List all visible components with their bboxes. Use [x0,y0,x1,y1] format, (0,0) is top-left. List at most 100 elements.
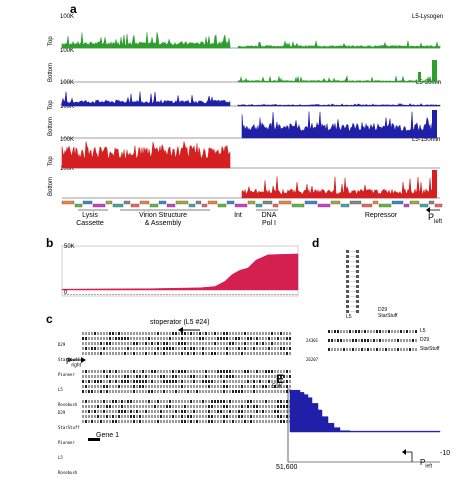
alignment-row-name: StarStuff [58,357,80,362]
panel-b-seq-tick [130,294,132,295]
alignment-char [100,342,102,345]
panel-d-seq-char [337,339,339,342]
alignment-char [199,332,201,335]
alignment-char [232,347,234,350]
coverage-lysogen-top [61,32,231,49]
alignment-char [151,385,153,388]
alignment-char [217,380,219,383]
alignment-char [247,380,249,383]
alignment-char [196,420,198,423]
alignment-char [253,400,255,403]
alignment-char [235,415,237,418]
alignment-char [247,405,249,408]
alignment-char [268,390,270,393]
alignment-char [229,385,231,388]
alignment-char [97,400,99,403]
gene-box [74,203,83,208]
alignment-char [175,352,177,355]
gene-box [262,200,273,205]
alignment-char [133,370,135,373]
alignment-char [274,352,276,355]
alignment-char [259,342,261,345]
panel-d-seq-char [403,348,405,351]
gene-box [278,200,292,205]
alignment-char [160,342,162,345]
alignment-char [163,420,165,423]
alignment-char [181,415,183,418]
panel-b-seq-tick [88,294,90,295]
alignment-char [238,352,240,355]
alignment-char [217,390,219,393]
alignment-char [127,347,129,350]
alignment-char [109,347,111,350]
alignment-char [217,400,219,403]
panel-b-seq-tick [106,294,108,295]
gene-box [188,203,196,208]
alignment-char [286,390,288,393]
alignment-char [214,375,216,378]
panel-b-seq-tick [139,294,141,295]
alignment-char [133,415,135,418]
alignment-char [256,352,258,355]
alignment-char [277,415,279,418]
alignment-char [112,380,114,383]
alignment-char [289,370,291,373]
alignment-char [94,332,96,335]
coverage-30min-top-right [237,103,441,107]
alignment-char [280,390,282,393]
alignment-char [178,380,180,383]
panel-d-seq-char [337,348,339,351]
alignment-char [151,420,153,423]
panel-d-seq-char [373,330,375,333]
panel-d-row-name: L5 [420,328,426,334]
alignment-char [139,415,141,418]
alignment-char [151,410,153,413]
alignment-char [256,385,258,388]
alignment-char [97,375,99,378]
alignment-char [139,375,141,378]
alignment-char [283,347,285,350]
alignment-char [106,400,108,403]
alignment-char [136,337,138,340]
alignment-char [205,347,207,350]
alignment-char [178,405,180,408]
panel-b-seq-tick [157,294,159,295]
alignment-char [109,342,111,345]
alignment-char [223,410,225,413]
alignment-char [202,420,204,423]
alignment-char [190,400,192,403]
alignment-char [265,410,267,413]
hairpin-base [356,300,359,303]
alignment-char [250,410,252,413]
alignment-char [271,385,273,388]
panel-b-area [61,253,299,291]
gene-box [419,203,429,208]
coverage-30min-top [61,91,231,107]
alignment-char [121,390,123,393]
alignment-char [130,405,132,408]
alignment-char [163,380,165,383]
panel-d-seq-char [364,339,366,342]
alignment-char [196,332,198,335]
alignment-char [172,337,174,340]
alignment-char [187,415,189,418]
alignment-char [133,337,135,340]
alignment-char [280,375,282,378]
alignment-char [85,347,87,350]
alignment-char [271,380,273,383]
alignment-char [91,380,93,383]
alignment-char [157,337,159,340]
alignment-char [271,390,273,393]
alignment-char [202,390,204,393]
alignment-char [217,385,219,388]
alignment-char [265,380,267,383]
alignment-char [223,405,225,408]
alignment-char [163,385,165,388]
alignment-char [223,420,225,423]
panel-b-seq-tick [121,294,123,295]
alignment-char [283,337,285,340]
alignment-char [136,420,138,423]
panel-b-seq-tick [259,294,261,295]
alignment-char [190,347,192,350]
alignment-char [232,342,234,345]
